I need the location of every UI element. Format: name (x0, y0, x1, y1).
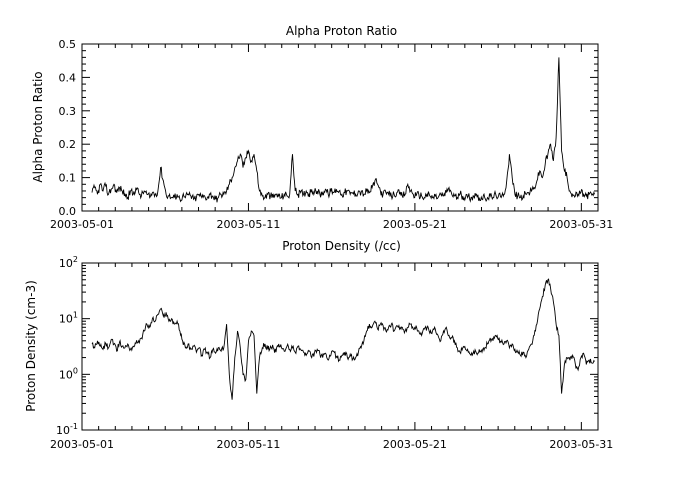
y-tick-label: 0.3 (59, 105, 77, 118)
chart-title-alpha-proton-ratio: Alpha Proton Ratio (285, 24, 398, 38)
plot-frame (81, 43, 599, 212)
y-tick-label: 0.4 (59, 71, 77, 84)
x-tick-label: 2003-05-01 (50, 218, 114, 231)
x-tick-label: 2003-05-21 (383, 438, 447, 451)
y-tick-label: 100 (59, 366, 78, 381)
data-line-proton-density (91, 278, 595, 400)
x-tick-label: 2003-05-31 (549, 438, 613, 451)
x-tick-label: 2003-05-31 (549, 218, 613, 231)
y-tick-label: 0.0 (59, 205, 77, 218)
y-tick-label: 0.2 (59, 138, 77, 151)
y-tick-label: 0.1 (59, 172, 77, 185)
chart-title-proton-density: Proton Density (/cc) (282, 239, 401, 253)
y-tick-label: 10-1 (56, 422, 78, 437)
chart-1: 2003-05-01 2003-05-11 2003-05-21 2003-05-31… (50, 255, 613, 451)
x-tick-label: 2003-05-11 (216, 438, 280, 451)
y-tick-label: 101 (59, 311, 78, 326)
chart-0: 2003-05-01 2003-05-11 2003-05-21 2003-05-31… (50, 38, 613, 231)
x-tick-label: 2003-05-01 (50, 438, 114, 451)
x-tick-label: 2003-05-21 (383, 218, 447, 231)
data-line-alpha-proton-ratio (91, 57, 596, 203)
y-tick-label: 0.5 (59, 38, 77, 51)
plot-frame (81, 262, 599, 431)
x-tick-label: 2003-05-11 (216, 218, 280, 231)
y-tick-label: 102 (59, 255, 78, 270)
